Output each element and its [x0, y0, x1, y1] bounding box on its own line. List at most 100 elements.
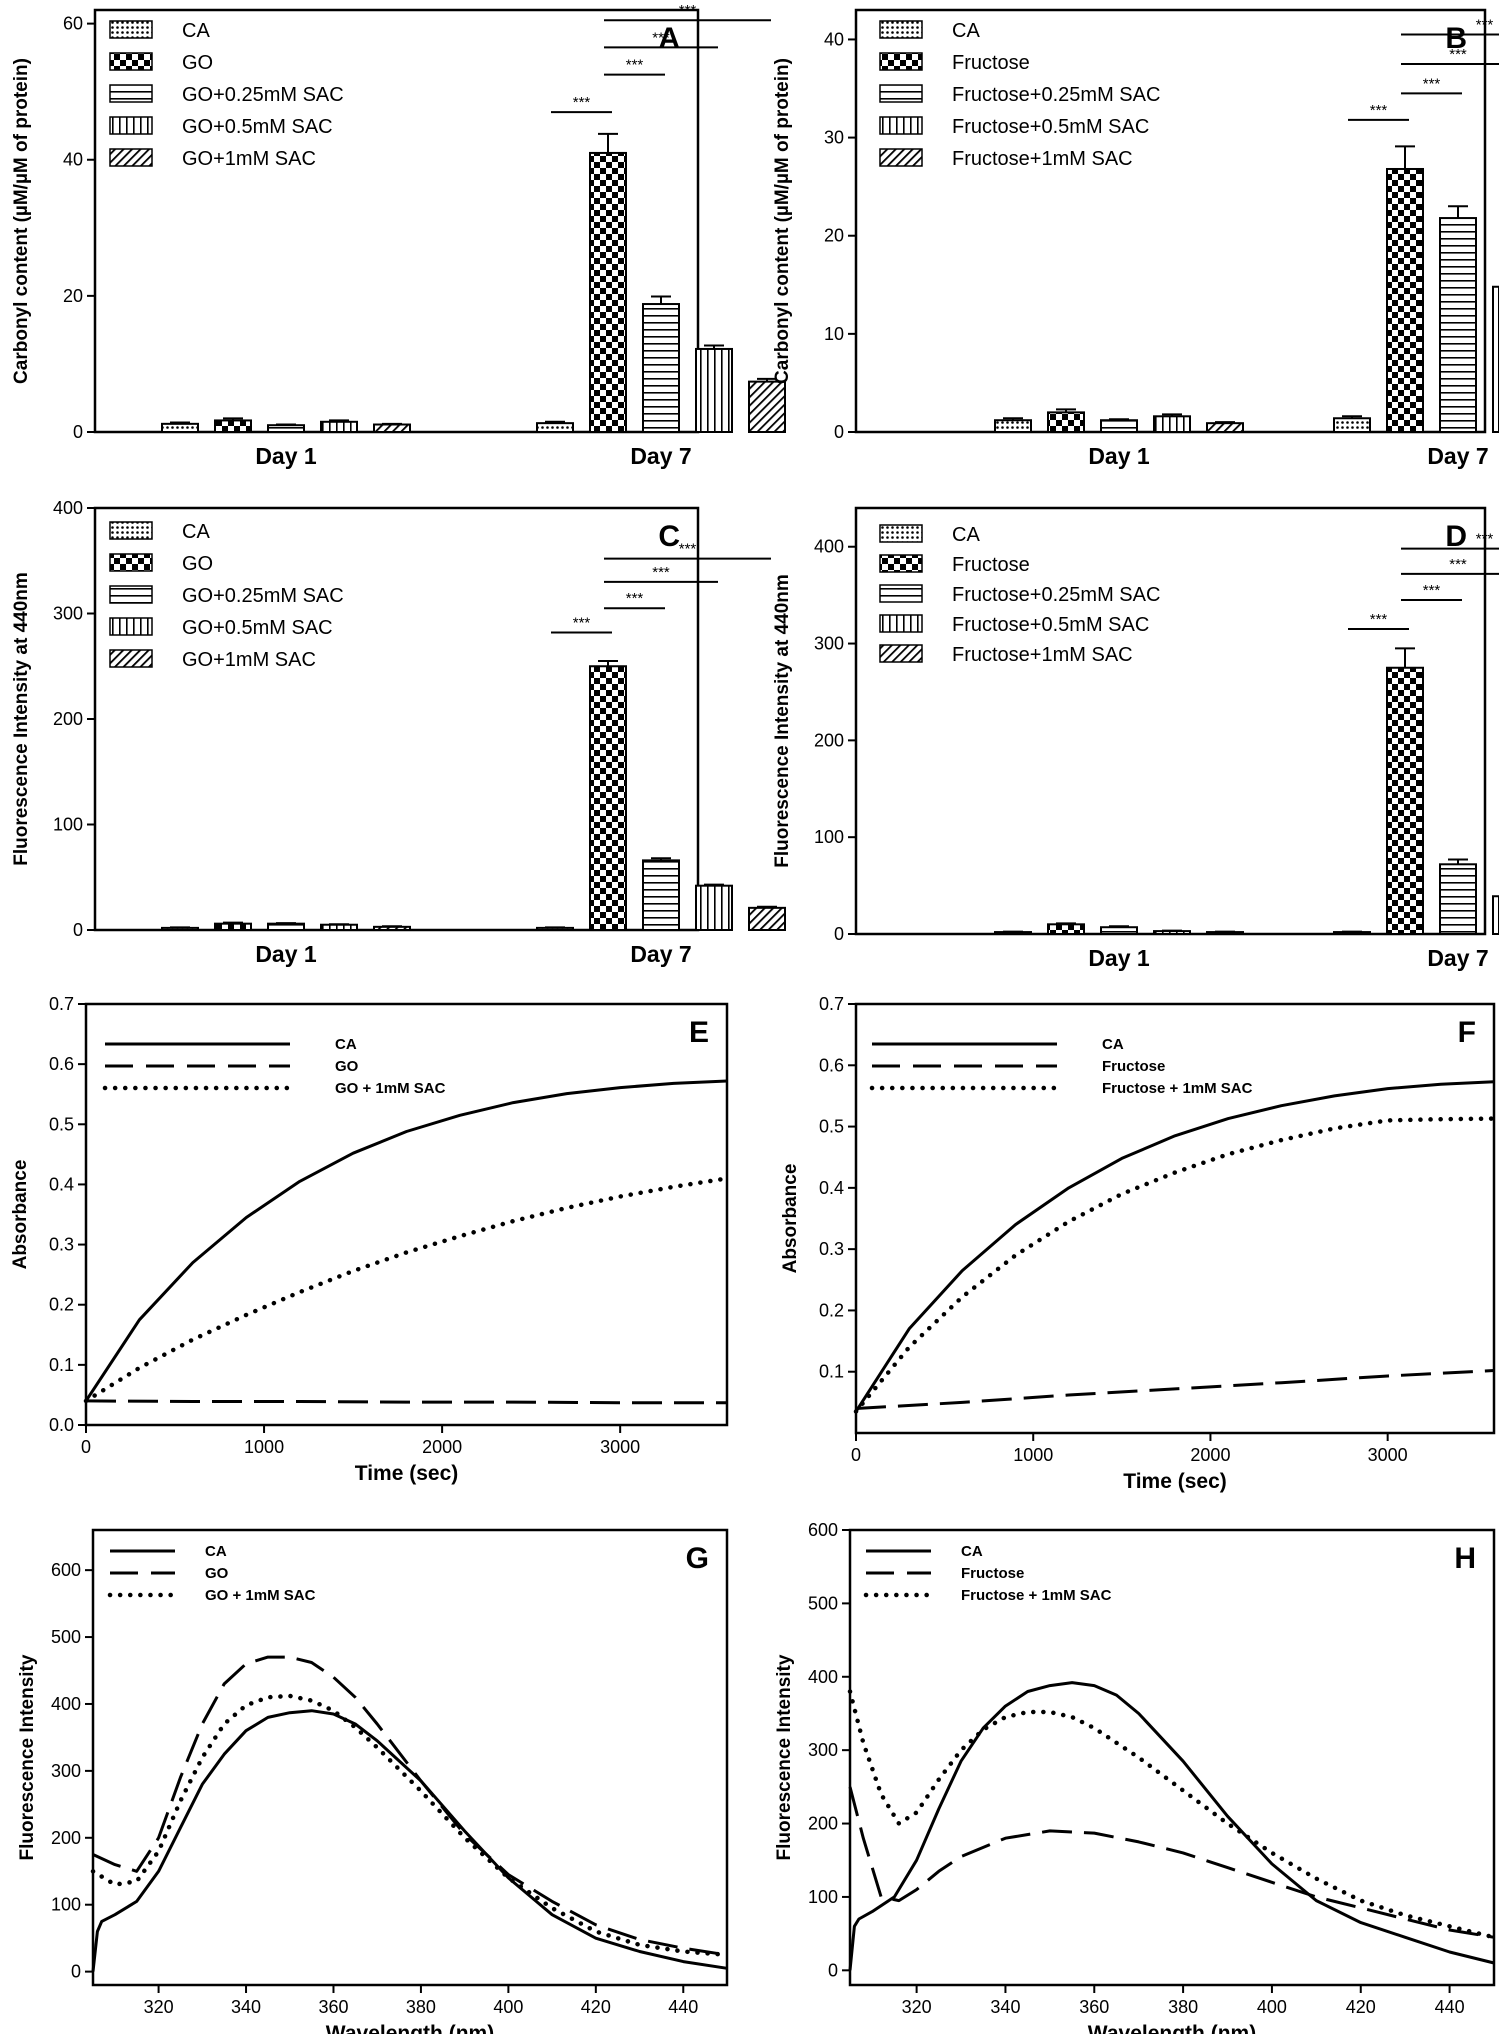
- significance-label: ***: [652, 564, 670, 581]
- bar: [1206, 422, 1244, 434]
- y-tick-label: 200: [814, 730, 844, 750]
- series-line-dots: [847, 1689, 1497, 1940]
- y-tick-label: 0.1: [49, 1355, 74, 1375]
- legend-label: CA: [952, 524, 980, 546]
- x-tick-label: 420: [1346, 1997, 1376, 2017]
- x-tick-label: 400: [493, 1997, 523, 2017]
- y-tick-label: 0: [73, 422, 83, 442]
- y-tick-label: 20: [824, 226, 844, 246]
- y-tick-label: 10: [824, 324, 844, 344]
- y-tick-label: 0: [834, 422, 844, 442]
- chart-panel-f: F 0.1 0.2 0.3 0.4 0.5 0.6 0.7 Absorbance 0 1000 200…: [780, 994, 1497, 1493]
- significance-label: ***: [1423, 582, 1441, 599]
- chart-panel-b: B 0 10 20 30 40 Carbonyl content (µM/µM of pro…: [772, 8, 1499, 469]
- x-tick-label: 2000: [1190, 1445, 1230, 1465]
- y-tick-label: 0: [73, 920, 83, 940]
- legend-label: CA: [182, 20, 210, 42]
- y-tick-label: 0.2: [49, 1295, 74, 1315]
- bar: [1153, 415, 1191, 433]
- series-line-dash: [848, 1786, 1495, 1939]
- legend-swatch: [109, 148, 153, 167]
- plot-frame: [854, 1002, 1496, 1435]
- y-tick-label: 40: [824, 29, 844, 49]
- legend-label: GO+0.5mM SAC: [182, 617, 333, 639]
- legend-swatch: [879, 554, 923, 573]
- bar: [536, 422, 574, 433]
- legend-swatch: [109, 521, 153, 540]
- y-tick-label: 400: [808, 1667, 838, 1687]
- x-group-label: Day 1: [255, 443, 317, 469]
- bar: [1100, 419, 1138, 434]
- bar: [695, 347, 733, 434]
- y-tick-label: 0.3: [49, 1235, 74, 1255]
- bar: [589, 665, 627, 931]
- x-group-label: Day 7: [630, 941, 691, 967]
- y-tick-label: 0: [71, 1962, 81, 1982]
- legend-swatch: [879, 584, 923, 603]
- y-tick-label: 100: [51, 1895, 81, 1915]
- legend-label: Fructose+0.5mM SAC: [952, 614, 1149, 636]
- significance-label: ***: [626, 590, 644, 607]
- x-group-label: Day 7: [1427, 945, 1488, 971]
- bar: [695, 884, 733, 932]
- y-tick-label: 0: [828, 1960, 838, 1980]
- bar: [1492, 895, 1499, 935]
- significance-label: ***: [1476, 17, 1494, 34]
- chart-panel-g: G 0 100 200 300 400 500 600 Fluorescence Intensi…: [17, 1528, 730, 2034]
- x-tick-label: 360: [318, 1997, 348, 2017]
- y-tick-label: 30: [824, 128, 844, 148]
- bar: [214, 419, 252, 434]
- legend-label: Fructose + 1mM SAC: [961, 1587, 1112, 1604]
- y-axis-label: Fluorescence Intensity: [774, 1654, 795, 1860]
- chart-panel-e: E 0.0 0.1 0.2 0.3 0.4 0.5 0.6 0.7 Absorbance 0 1000…: [10, 994, 730, 1485]
- y-tick-label: 300: [808, 1740, 838, 1760]
- bar: [642, 303, 680, 433]
- y-tick-label: 60: [63, 14, 83, 34]
- legend-label: GO: [182, 553, 213, 575]
- y-tick-label: 0.7: [49, 994, 74, 1014]
- bar: [748, 906, 786, 931]
- series-line-dash: [855, 1369, 1495, 1410]
- bar: [320, 923, 358, 931]
- y-axis-label: Fluorescence Intensity at 440nm: [11, 572, 32, 866]
- legend-label: GO+0.25mM SAC: [182, 84, 344, 106]
- y-axis-label: Absorbance: [780, 1164, 801, 1274]
- legend-label: Fructose: [952, 554, 1030, 576]
- x-axis-label: Wavelength (nm): [326, 2022, 494, 2034]
- chart-panel-c: C 0 100 200 300 400 Fluorescence Intensity at …: [11, 498, 786, 967]
- chart-panel-d: D 0 100 200 300 400 Fluorescence Intensity at …: [772, 506, 1499, 971]
- series-line-solid: [854, 1080, 1495, 1413]
- y-tick-label: 0.7: [819, 994, 844, 1014]
- y-tick-label: 0.6: [49, 1054, 74, 1074]
- legend-swatch: [879, 644, 923, 663]
- legend-label: Fructose+0.25mM SAC: [952, 584, 1160, 606]
- series-line-dots: [90, 1693, 730, 1958]
- y-axis-label: Absorbance: [10, 1160, 31, 1270]
- bar: [589, 151, 627, 433]
- legend-label: GO + 1mM SAC: [205, 1587, 316, 1604]
- panel-label: D: [1445, 520, 1467, 553]
- x-tick-label: 3000: [600, 1437, 640, 1457]
- x-tick-label: 360: [1079, 1997, 1109, 2017]
- y-tick-label: 0.0: [49, 1415, 74, 1435]
- legend-label: Fructose: [961, 1565, 1024, 1582]
- x-tick-label: 340: [990, 1997, 1020, 2017]
- y-tick-label: 0.5: [819, 1117, 844, 1137]
- x-tick-label: 0: [851, 1445, 861, 1465]
- legend-label: GO+0.25mM SAC: [182, 585, 344, 607]
- significance-label: ***: [679, 2, 697, 19]
- legend-label: Fructose + 1mM SAC: [1102, 1080, 1253, 1097]
- y-tick-label: 500: [51, 1627, 81, 1647]
- chart-panel-h: H 0 100 200 300 400 500 600 Fluorescence Intensi…: [774, 1520, 1497, 2034]
- y-tick-label: 100: [814, 827, 844, 847]
- legend-swatch: [879, 116, 923, 135]
- significance-label: ***: [679, 541, 697, 558]
- bar: [1439, 863, 1477, 935]
- legend-label: CA: [1102, 1036, 1124, 1053]
- bar: [1386, 167, 1424, 433]
- legend-label: CA: [205, 1543, 227, 1560]
- y-tick-label: 20: [63, 286, 83, 306]
- x-tick-label: 440: [668, 1997, 698, 2017]
- y-tick-label: 40: [63, 150, 83, 170]
